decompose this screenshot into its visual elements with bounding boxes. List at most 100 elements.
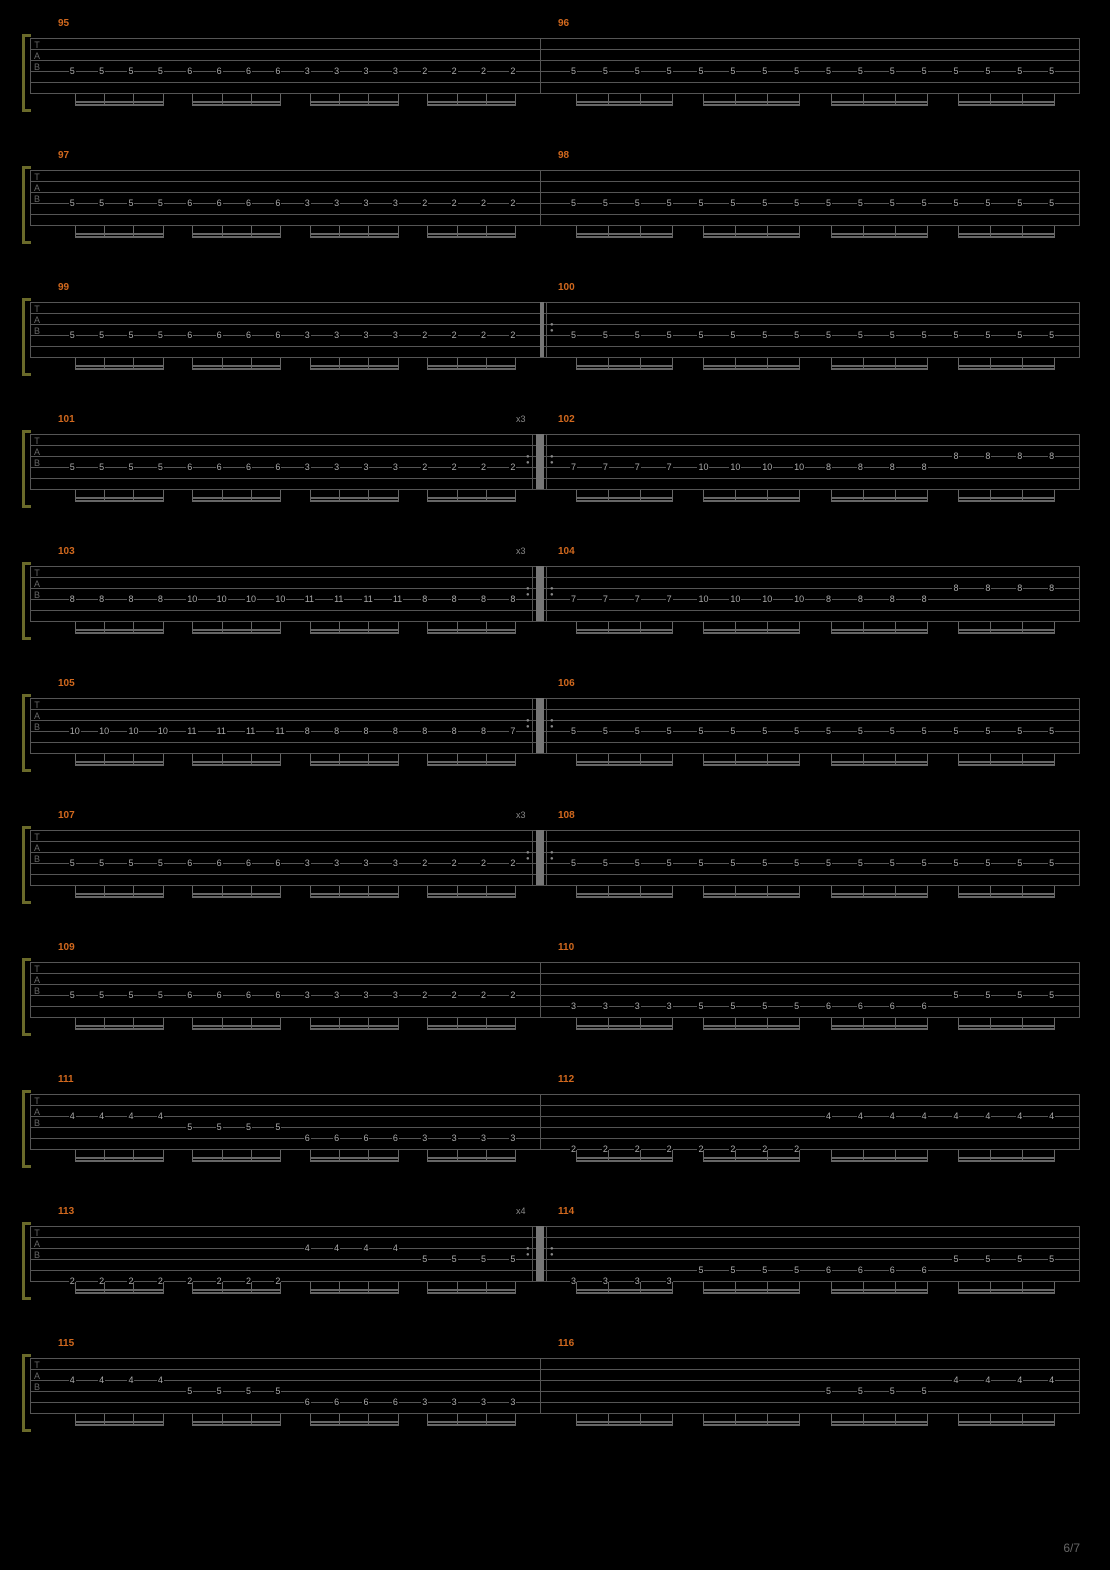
fret-number: 6 <box>186 462 193 472</box>
fret-number: 5 <box>127 66 134 76</box>
fret-number: 11 <box>362 594 373 604</box>
fret-number: 7 <box>634 462 641 472</box>
beam <box>310 629 398 631</box>
fret-number: 8 <box>857 594 864 604</box>
beam <box>310 896 398 898</box>
beam <box>427 233 515 235</box>
fret-number: 8 <box>304 726 311 736</box>
repeat-dots: ●● <box>526 718 528 730</box>
beam <box>831 1025 927 1027</box>
beam <box>427 764 515 766</box>
beam <box>576 1421 672 1423</box>
fret-number: 5 <box>952 726 959 736</box>
note-stem <box>672 1282 673 1294</box>
note-stem <box>927 1018 928 1030</box>
fret-number: 5 <box>825 858 832 868</box>
barline <box>30 962 31 1017</box>
note-stem <box>280 1018 281 1030</box>
fret-number: 10 <box>793 462 805 472</box>
beam <box>427 761 515 763</box>
fret-number: 6 <box>333 1133 340 1143</box>
fret-number: 3 <box>333 858 340 868</box>
beam <box>576 632 672 634</box>
note-stem <box>799 490 800 502</box>
fret-number: 5 <box>697 330 704 340</box>
beam <box>310 1160 398 1162</box>
fret-number: 8 <box>825 462 832 472</box>
note-stem <box>163 1018 164 1030</box>
beam <box>192 497 280 499</box>
fret-number: 5 <box>729 66 736 76</box>
fret-number: 8 <box>480 594 487 604</box>
repeat-barline <box>540 434 544 489</box>
repeat-dots: ●● <box>550 586 552 598</box>
note-stem <box>163 1282 164 1294</box>
fret-number: 8 <box>333 726 340 736</box>
beam <box>831 1160 927 1162</box>
beam <box>427 365 515 367</box>
beam <box>703 1157 799 1159</box>
note-stem <box>163 1414 164 1426</box>
beam <box>831 368 927 370</box>
beam <box>576 1424 672 1426</box>
barline <box>1079 1094 1080 1149</box>
beam <box>958 629 1054 631</box>
fret-number: 5 <box>889 1386 896 1396</box>
fret-number: 8 <box>451 726 458 736</box>
note-stem <box>163 94 164 106</box>
measure-number: 101 <box>58 414 75 425</box>
beam <box>703 1421 799 1423</box>
fret-number: 5 <box>952 330 959 340</box>
note-stem <box>799 1282 800 1294</box>
fret-number: 2 <box>480 462 487 472</box>
barline <box>540 1358 541 1413</box>
beam <box>576 764 672 766</box>
beam <box>75 1160 163 1162</box>
fret-number: 8 <box>921 594 928 604</box>
barline <box>1079 170 1080 225</box>
fret-number: 5 <box>98 462 105 472</box>
fret-number: 6 <box>825 1001 832 1011</box>
beam <box>310 1424 398 1426</box>
tab-system: TAB1111124444555566663333222222224444444… <box>30 1076 1080 1160</box>
barline <box>1079 434 1080 489</box>
beam <box>958 497 1054 499</box>
fret-number: 5 <box>157 858 164 868</box>
beam <box>310 101 398 103</box>
fret-number: 5 <box>1048 330 1055 340</box>
note-stem <box>163 226 164 238</box>
fret-number: 6 <box>921 1001 928 1011</box>
fret-number: 6 <box>362 1397 369 1407</box>
note-stem <box>927 490 928 502</box>
fret-number: 10 <box>761 462 773 472</box>
fret-number: 3 <box>602 1001 609 1011</box>
note-stem <box>515 490 516 502</box>
beam <box>831 1157 927 1159</box>
fret-number: 2 <box>509 990 516 1000</box>
tab-system: TAB1091105555666633332222333355556666555… <box>30 944 1080 1028</box>
fret-number: 5 <box>952 66 959 76</box>
barline <box>1079 830 1080 885</box>
fret-number: 5 <box>666 330 673 340</box>
beam <box>703 233 799 235</box>
beam <box>75 761 163 763</box>
repeat-barline <box>532 566 533 621</box>
fret-number: 5 <box>857 1386 864 1396</box>
fret-number: 3 <box>392 462 399 472</box>
fret-number: 5 <box>984 198 991 208</box>
beam <box>958 893 1054 895</box>
fret-number: 10 <box>729 594 741 604</box>
beam <box>427 101 515 103</box>
fret-number: 5 <box>952 1254 959 1264</box>
fret-number: 8 <box>392 726 399 736</box>
fret-number: 5 <box>889 66 896 76</box>
note-stem <box>280 886 281 898</box>
fret-number: 3 <box>304 198 311 208</box>
beam <box>427 1025 515 1027</box>
repeat-dots: ●● <box>526 586 528 598</box>
fret-number: 5 <box>729 1001 736 1011</box>
beam <box>75 896 163 898</box>
fret-number: 2 <box>421 462 428 472</box>
note-stem <box>163 1150 164 1162</box>
fret-number: 2 <box>451 198 458 208</box>
